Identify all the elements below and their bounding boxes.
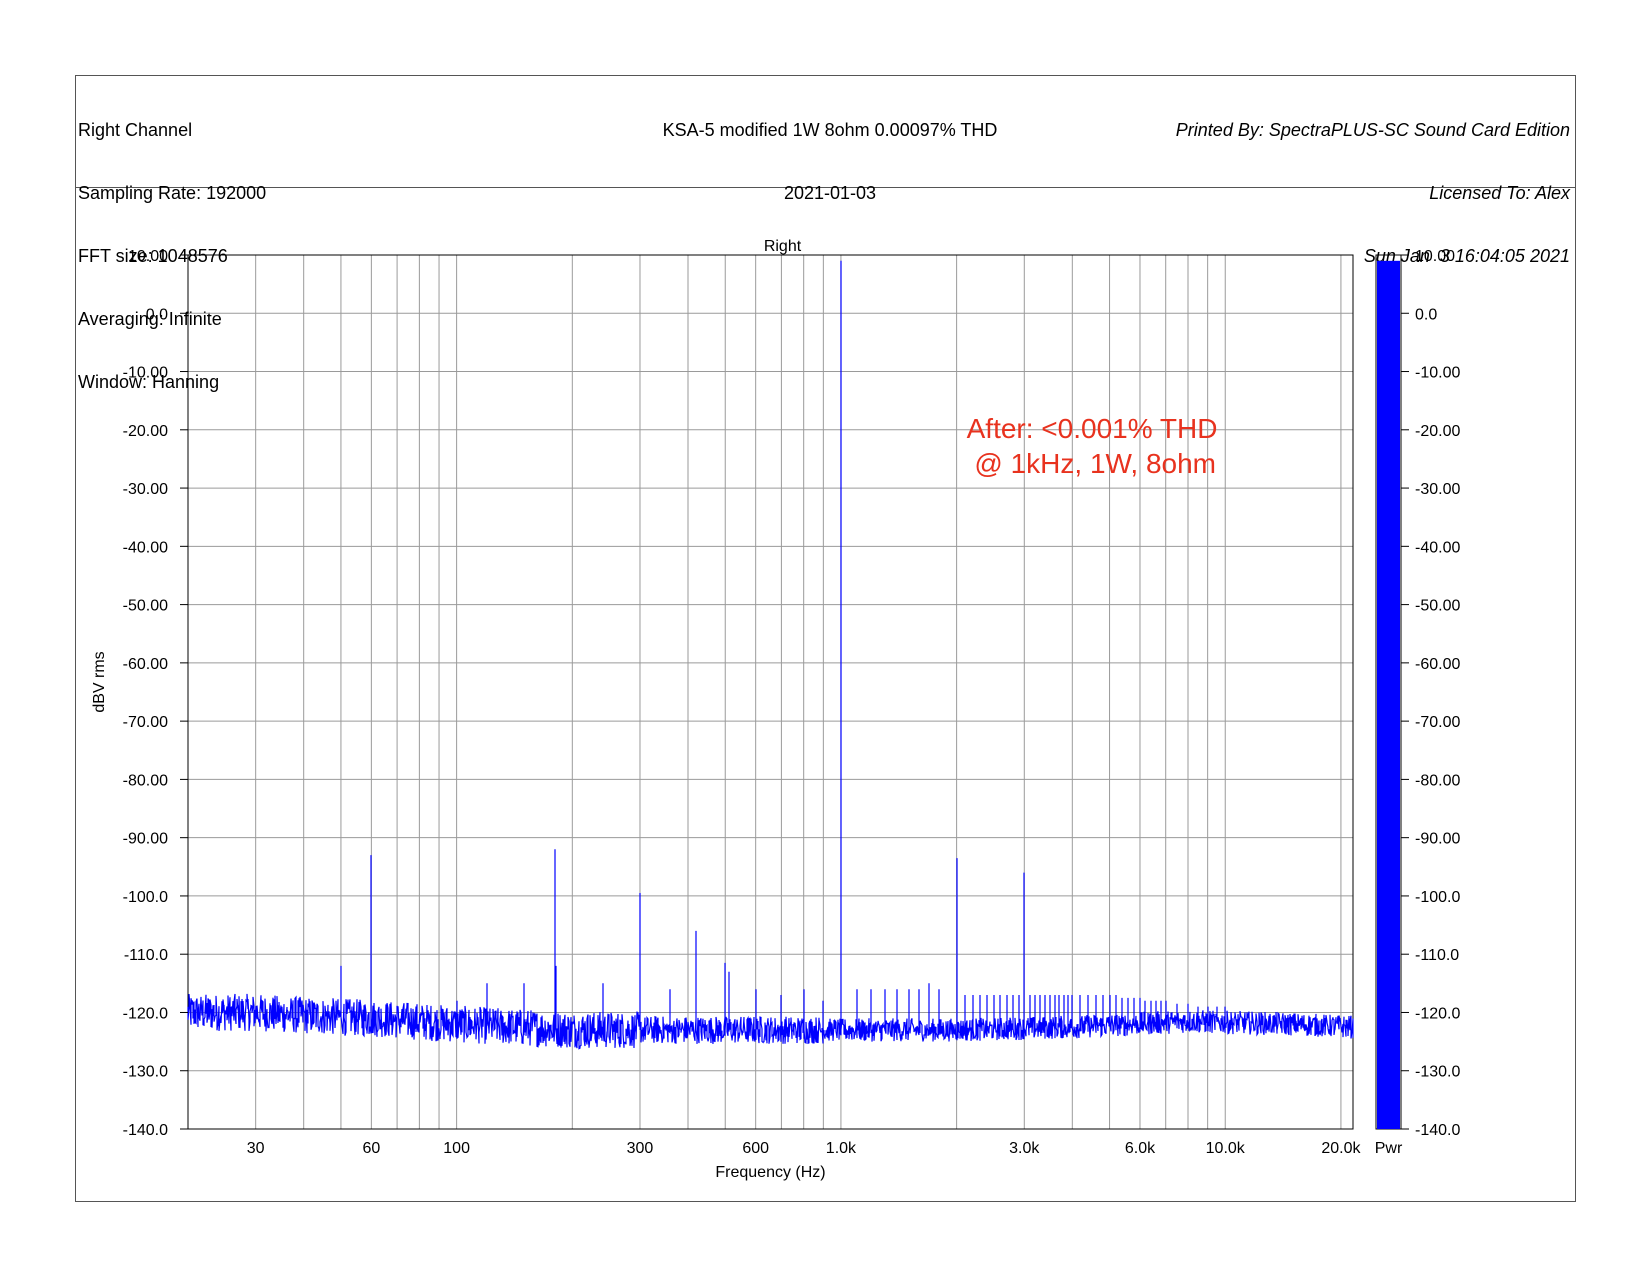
x-tick-label: 3.0k — [1009, 1140, 1040, 1157]
chart-title: Right — [764, 238, 802, 255]
x-tick-label: 20.0k — [1321, 1140, 1361, 1157]
power-meter-label: Pwr — [1375, 1140, 1403, 1157]
printed-by-label: Printed By: SpectraPLUS-SC Sound Card Ed… — [1175, 120, 1570, 140]
y-tick-label: -50.00 — [123, 598, 168, 615]
meter-tick-label: 10.00 — [1415, 248, 1455, 265]
meter-tick-label: -50.00 — [1415, 598, 1460, 615]
spectrum-line — [187, 260, 1354, 1050]
meter-tick-label: -100.0 — [1415, 889, 1460, 906]
meter-tick-label: -120.0 — [1415, 1005, 1460, 1022]
header-left-info: Right Channel Sampling Rate: 192000 FFT … — [78, 78, 266, 414]
print-timestamp: Sun Jan 3 16:04:05 2021 — [1363, 246, 1570, 266]
meter-tick-label: -70.00 — [1415, 714, 1460, 731]
meter-tick-label: -80.00 — [1415, 772, 1460, 789]
x-tick-label: 100 — [443, 1140, 470, 1157]
x-tick-label: 30 — [247, 1140, 265, 1157]
x-tick-label: 60 — [362, 1140, 380, 1157]
y-tick-labels: 10.00 0.0 -10.00 -20.00 -30.00 -40.00 -50.00 -6… — [123, 248, 188, 1139]
x-tick-label: 1.0k — [826, 1140, 857, 1157]
y-tick-label: 10.00 — [128, 248, 168, 265]
meter-tick-label: -130.0 — [1415, 1064, 1460, 1081]
y-tick-label: 0.0 — [146, 306, 168, 323]
meter-tick-label: -90.00 — [1415, 831, 1460, 848]
thd-annotation: After: <0.001% THD @ 1kHz, 1W, 8ohm — [967, 413, 1218, 479]
x-tick-labels: 30 60 100 300 600 1.0k 3.0k 6.0k 10.0k 20.0k — [247, 1140, 1362, 1157]
annotation-line: @ 1kHz, 1W, 8ohm — [967, 448, 1216, 479]
y-tick-label: -10.00 — [123, 365, 168, 382]
y-tick-label: -120.0 — [123, 1005, 168, 1022]
y-tick-label: -90.00 — [123, 831, 168, 848]
grid — [188, 254, 1353, 1130]
meter-tick-label: -40.00 — [1415, 539, 1460, 556]
x-tick-label: 6.0k — [1125, 1140, 1156, 1157]
y-tick-label: -40.00 — [123, 539, 168, 556]
fft-size-label: FFT size: 1048576 — [78, 246, 228, 266]
meter-tick-label: -10.00 — [1415, 365, 1460, 382]
y-tick-label: -100.0 — [123, 889, 168, 906]
y-tick-label: -80.00 — [123, 772, 168, 789]
report-title: KSA-5 modified 1W 8ohm 0.00097% THD — [662, 120, 998, 140]
x-tick-label: 600 — [742, 1140, 769, 1157]
meter-tick-label: -110.0 — [1415, 947, 1459, 964]
report-frame — [75, 75, 1576, 1202]
licensed-to-label: Licensed To: Alex — [1429, 183, 1570, 203]
x-tick-label: 300 — [627, 1140, 654, 1157]
y-tick-label: -70.00 — [123, 714, 168, 731]
meter-tick-label: 0.0 — [1415, 306, 1437, 323]
power-meter-bar — [1377, 260, 1400, 1129]
y-tick-label: -140.0 — [123, 1122, 168, 1139]
y-tick-label: -20.00 — [123, 423, 168, 440]
averaging-label: Averaging: Infinite — [78, 309, 222, 329]
channel-label: Right Channel — [78, 120, 193, 140]
header-center-title: KSA-5 modified 1W 8ohm 0.00097% THD 2021… — [540, 78, 1120, 225]
y-tick-label: -110.0 — [124, 947, 168, 964]
header-divider — [75, 187, 1576, 188]
meter-tick-label: -20.00 — [1415, 423, 1460, 440]
y-tick-label: -60.00 — [123, 656, 168, 673]
plot-border — [187, 254, 1354, 1130]
header-right-info: Printed By: SpectraPLUS-SC Sound Card Ed… — [1176, 78, 1570, 288]
sampling-rate-label: Sampling Rate: 192000 — [78, 183, 267, 203]
meter-tick-label: -140.0 — [1415, 1122, 1460, 1139]
window-label: Window: Hanning — [78, 372, 220, 392]
annotation-line: After: <0.001% THD — [967, 413, 1218, 444]
x-tick-label: 10.0k — [1206, 1140, 1246, 1157]
report-date: 2021-01-03 — [783, 183, 877, 203]
meter-tick-label: -60.00 — [1415, 656, 1460, 673]
x-axis-label: Frequency (Hz) — [715, 1164, 825, 1181]
y-tick-label: -30.00 — [123, 481, 168, 498]
meter-tick-labels: 10.00 0.0 -10.00 -20.00 -30.00 -40.00 -50.00 -6… — [1401, 248, 1460, 1139]
meter-tick-label: -30.00 — [1415, 481, 1460, 498]
y-tick-label: -130.0 — [123, 1064, 168, 1081]
y-axis-label: dBV rms — [91, 651, 108, 712]
